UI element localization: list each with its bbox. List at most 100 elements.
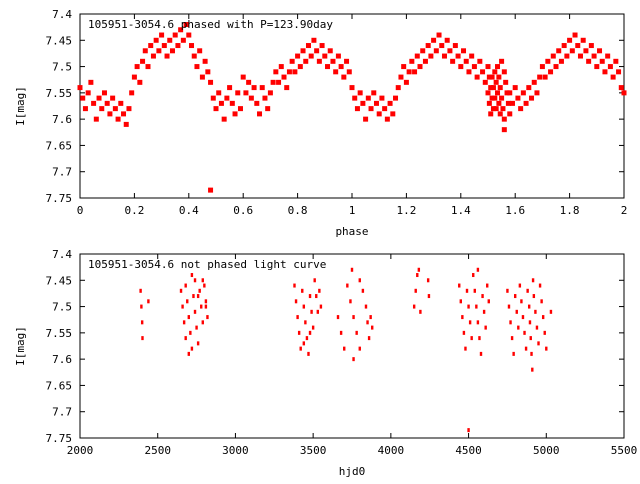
x-tick-label: 0.6 [233,204,253,217]
data-point [545,346,548,351]
data-point [110,95,116,101]
data-point [179,288,183,293]
data-point [426,278,430,283]
data-point [315,294,318,299]
data-point [505,100,511,106]
data-point [352,95,358,101]
data-point [325,64,331,70]
data-point [126,106,132,112]
x-tick-label: 4500 [455,444,482,457]
data-point [296,315,299,320]
data-point [577,53,583,59]
data-point [610,74,616,80]
data-point [387,100,393,106]
y-tick-label: 7.5 [52,301,72,314]
x-tick-label: 1.8 [560,204,580,217]
data-point [363,116,369,122]
x-tick-label: 1.4 [451,204,471,217]
data-point [267,90,273,96]
axis-ticks-top: 0 0.2 0.4 0.6 0.8 1 1.2 1.4 1.6 1.8 2 7.4 7.45 7.5 7.5… [46,8,628,217]
data-point [358,346,361,351]
data-point [218,100,224,106]
data-point [485,90,491,96]
data-point [543,330,546,335]
data-point [147,299,150,304]
data-point [509,320,512,325]
data-points-bottom [139,267,553,433]
data-point [580,37,586,43]
data-point [514,294,517,299]
data-point [336,315,340,320]
data-point [594,64,600,70]
data-point [361,288,365,293]
data-point [140,58,146,64]
data-point [169,48,175,54]
data-point [314,48,320,54]
data-point [350,267,354,272]
data-point [308,294,312,299]
data-point [134,64,140,70]
data-point [206,315,209,320]
data-point [458,64,464,70]
data-point [524,346,528,351]
data-point [156,48,162,54]
data-point [406,69,412,75]
data-point [549,309,553,314]
data-point [311,37,317,43]
data-point [487,299,490,304]
data-point [412,304,416,309]
data-point [427,294,431,299]
data-point [510,336,514,341]
data-point [444,37,450,43]
y-tick-label: 7.55 [46,87,73,100]
data-point [583,48,589,54]
data-point [278,64,284,70]
data-point [537,74,543,80]
data-point [496,100,502,106]
data-point [517,325,520,330]
data-point [486,100,492,106]
data-point [199,74,205,80]
data-point [286,69,292,75]
data-point [104,100,110,106]
data-point [180,37,186,43]
data-point [316,58,322,64]
data-point [425,43,431,49]
data-point [492,69,498,75]
data-point [497,111,503,117]
data-point [495,64,501,70]
data-point [478,336,481,341]
data-point [507,111,513,117]
data-point [539,64,545,70]
data-point [178,27,184,33]
x-tick-label: 0 [77,204,84,217]
data-point [613,58,619,64]
data-point [467,428,470,433]
data-point [82,106,88,112]
data-point [193,309,197,314]
data-point [343,346,346,351]
data-point [473,288,476,293]
x-axis-label-top: phase [335,225,368,238]
x-tick-label: 1 [349,204,356,217]
data-point [205,69,211,75]
data-point [335,53,341,59]
data-point [531,278,535,283]
data-point [512,85,518,91]
data-point [616,69,622,75]
data-point [293,283,296,288]
data-point [297,64,303,70]
data-point [467,304,470,309]
data-point [246,79,252,85]
data-point [364,304,368,309]
y-tick-label: 7.6 [52,353,72,366]
data-point [139,288,142,293]
data-point [251,85,257,91]
data-point [365,95,371,101]
data-point [150,53,156,59]
data-point [416,273,419,278]
y-tick-label: 7.7 [52,166,72,179]
x-tick-label: 3500 [300,444,327,457]
data-point [535,325,539,330]
data-point [107,111,113,117]
